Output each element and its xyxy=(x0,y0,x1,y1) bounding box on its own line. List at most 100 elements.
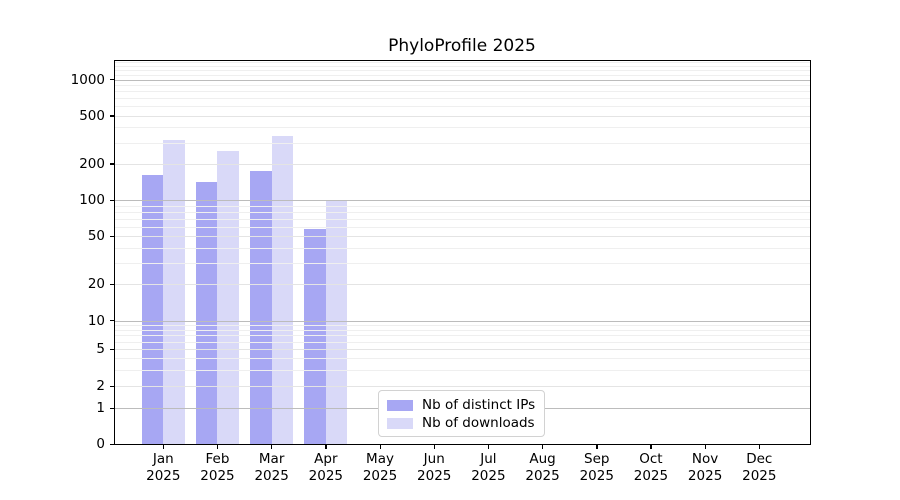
gridline-400 xyxy=(114,127,810,129)
x-tick-year-jun: 2025 xyxy=(417,467,452,484)
gridline-90 xyxy=(114,205,810,207)
x-tick-label-jan: Jan 2025 xyxy=(131,451,195,484)
gridline-8 xyxy=(114,329,810,331)
y-tick-label-0: 0 xyxy=(96,436,105,452)
bar-ips-apr xyxy=(304,229,326,444)
x-tick-aug xyxy=(542,445,544,449)
x-tick-oct xyxy=(650,445,652,449)
gridline-80 xyxy=(114,211,810,213)
x-tick-year-sep: 2025 xyxy=(579,467,614,484)
x-tick-may xyxy=(379,445,381,449)
y-tick-label-50: 50 xyxy=(87,228,105,245)
legend-label-distinct-ips: Nb of distinct IPs xyxy=(422,397,536,413)
x-tick-label-may: May 2025 xyxy=(348,451,412,484)
x-tick-month-jan: Jan xyxy=(152,451,174,467)
bar-downloads-apr xyxy=(325,200,348,444)
gridline-30 xyxy=(114,263,810,264)
x-tick-year-jul: 2025 xyxy=(471,467,506,484)
gridline-300 xyxy=(114,142,810,144)
y-tick-20 xyxy=(110,283,114,286)
x-tick-year-oct: 2025 xyxy=(633,467,669,484)
x-tick-month-jun: Jun xyxy=(423,451,445,467)
x-tick-sep xyxy=(596,445,598,449)
x-tick-dec xyxy=(758,445,761,449)
x-tick-year-may: 2025 xyxy=(362,467,398,484)
gridline-500 xyxy=(114,115,810,117)
x-tick-year-nov: 2025 xyxy=(687,467,723,484)
y-tick-label-500: 500 xyxy=(79,107,105,124)
y-tick-500 xyxy=(110,115,114,117)
gridline-200 xyxy=(114,163,810,165)
y-tick-label-1000: 1000 xyxy=(70,71,105,88)
gridline-50 xyxy=(114,236,810,238)
gridline-4 xyxy=(114,358,810,359)
x-tick-year-aug: 2025 xyxy=(525,467,560,484)
y-tick-label-200: 200 xyxy=(79,155,105,172)
gridline-7 xyxy=(114,335,810,337)
x-tick-year-mar: 2025 xyxy=(254,467,289,484)
x-tick-feb xyxy=(216,445,219,449)
x-tick-month-dec: Dec xyxy=(746,451,773,467)
bar-ips-mar xyxy=(250,171,272,444)
bar-downloads-jan xyxy=(163,139,185,444)
legend-item-distinct-ips: Nb of distinct IPs xyxy=(387,396,544,414)
gridline-2 xyxy=(114,386,810,387)
gridline-100 xyxy=(114,200,810,201)
y-tick-1000 xyxy=(110,79,114,81)
y-tick-label-2: 2 xyxy=(96,378,105,394)
gridline-700 xyxy=(114,98,810,100)
legend-swatch-distinct-ips xyxy=(387,399,413,411)
y-tick-2 xyxy=(110,385,114,387)
x-tick-label-dec: Dec 2025 xyxy=(727,451,791,484)
gridline-9 xyxy=(114,324,810,326)
gridline-900 xyxy=(114,85,810,86)
y-tick-200 xyxy=(110,163,114,165)
x-tick-label-jun: Jun 2025 xyxy=(402,451,466,484)
bar-ips-jan xyxy=(141,174,164,444)
gridline-20 xyxy=(114,284,810,286)
gridline-1200 xyxy=(114,69,810,71)
y-tick-label-10: 10 xyxy=(87,312,105,329)
top-spine xyxy=(114,60,811,62)
left-spine xyxy=(114,60,116,445)
x-tick-month-may: May xyxy=(366,451,394,467)
gridline-60 xyxy=(114,226,810,228)
x-tick-month-aug: Aug xyxy=(529,451,556,467)
gridline-600 xyxy=(114,106,810,108)
x-tick-label-oct: Oct 2025 xyxy=(619,451,683,484)
gridline-40 xyxy=(114,247,810,249)
x-tick-year-apr: 2025 xyxy=(308,467,344,484)
x-tick-apr xyxy=(325,445,327,449)
x-tick-nov xyxy=(704,445,706,449)
gridline-70 xyxy=(114,218,810,220)
bar-ips-feb xyxy=(195,181,218,444)
bottom-spine xyxy=(114,444,811,446)
gridline-3 xyxy=(114,369,810,371)
gridline-6 xyxy=(114,341,810,343)
y-tick-1 xyxy=(110,407,114,409)
y-tick-50 xyxy=(110,235,114,238)
x-tick-label-nov: Nov 2025 xyxy=(673,451,737,484)
y-tick-10 xyxy=(110,320,114,322)
x-tick-month-apr: Apr xyxy=(314,451,338,467)
legend-label-downloads: Nb of downloads xyxy=(422,415,535,431)
x-tick-label-mar: Mar 2025 xyxy=(240,451,304,484)
x-tick-month-jul: Jul xyxy=(480,451,497,467)
bar-downloads-feb xyxy=(217,151,239,444)
x-tick-year-dec: 2025 xyxy=(742,467,777,484)
y-tick-label-5: 5 xyxy=(96,341,105,357)
x-tick-label-aug: Aug 2025 xyxy=(511,451,575,484)
bar-downloads-mar xyxy=(271,135,294,444)
x-tick-jan xyxy=(162,445,165,449)
x-tick-year-feb: 2025 xyxy=(200,467,235,484)
gridline-1300 xyxy=(114,65,810,67)
x-tick-month-sep: Sep xyxy=(584,451,610,467)
x-tick-jul xyxy=(487,445,490,449)
x-tick-label-apr: Apr 2025 xyxy=(294,451,358,484)
y-tick-0 xyxy=(110,443,114,445)
x-tick-year-jan: 2025 xyxy=(146,467,181,484)
x-tick-label-feb: Feb 2025 xyxy=(185,451,249,484)
